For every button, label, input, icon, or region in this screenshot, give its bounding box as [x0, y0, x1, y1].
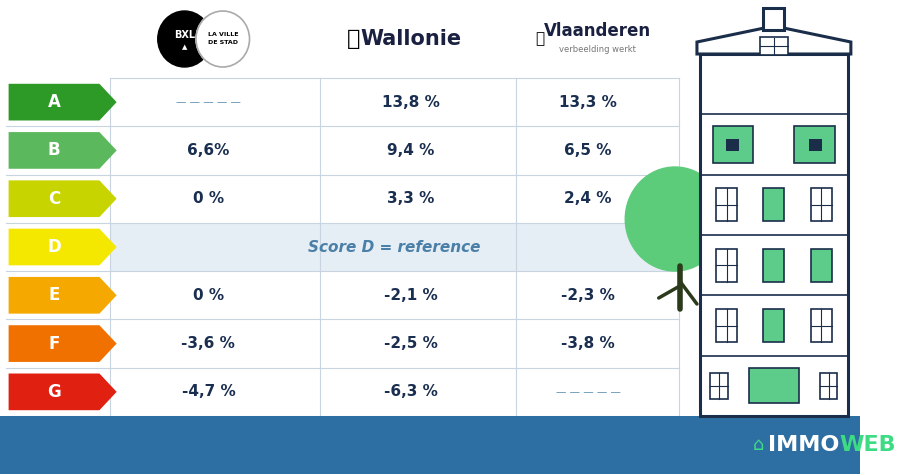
Bar [710, 373, 727, 399]
Text: LA VILLE: LA VILLE [208, 31, 238, 36]
Text: 0 %: 0 % [193, 288, 224, 303]
Text: Vlaanderen: Vlaanderen [544, 22, 651, 40]
Text: -6,3 %: -6,3 % [384, 384, 438, 400]
Text: ▲: ▲ [182, 44, 187, 50]
Bar [725, 138, 739, 151]
Text: D: D [47, 238, 61, 256]
Polygon shape [9, 84, 117, 120]
Text: ⌂: ⌂ [752, 436, 764, 454]
Polygon shape [9, 374, 117, 410]
Text: Wallonie: Wallonie [361, 29, 462, 49]
Bar [763, 8, 785, 30]
Bar [749, 368, 799, 403]
Text: 9,4 %: 9,4 % [387, 143, 435, 158]
Text: -3,6 %: -3,6 % [182, 336, 236, 351]
Polygon shape [9, 277, 117, 314]
Text: 3,3 %: 3,3 % [387, 191, 435, 206]
Bar [809, 138, 823, 151]
Text: -3,8 %: -3,8 % [561, 336, 615, 351]
Bar [763, 248, 785, 282]
Bar [760, 37, 788, 55]
Polygon shape [9, 325, 117, 362]
Bar [811, 248, 832, 282]
Text: 2,4 %: 2,4 % [564, 191, 612, 206]
Polygon shape [9, 132, 117, 169]
Text: G: G [47, 383, 61, 401]
Polygon shape [697, 26, 850, 54]
Text: 🦁: 🦁 [536, 31, 544, 46]
Bar [763, 188, 785, 221]
Bar [700, 54, 848, 416]
Bar [811, 309, 832, 342]
Bar [716, 248, 737, 282]
Text: C: C [48, 190, 60, 208]
Text: E: E [49, 286, 59, 304]
Circle shape [158, 11, 212, 67]
Bar [716, 309, 737, 342]
Bar [713, 126, 753, 163]
Text: BXL: BXL [174, 30, 195, 40]
Bar [763, 309, 785, 342]
Bar [811, 188, 832, 221]
Text: 6,5 %: 6,5 % [564, 143, 612, 158]
Circle shape [626, 167, 725, 271]
Text: — — — — —: — — — — — [176, 97, 241, 107]
Text: F: F [49, 335, 59, 353]
Polygon shape [9, 181, 117, 217]
Bar [0, 416, 860, 474]
Text: DE STAD: DE STAD [208, 39, 238, 45]
Text: 🐓: 🐓 [347, 29, 360, 49]
Text: — — — — —: — — — — — [555, 387, 620, 397]
Text: verbeelding werkt: verbeelding werkt [559, 45, 636, 54]
Text: IMMO: IMMO [768, 435, 840, 455]
Bar [820, 373, 838, 399]
Text: -2,3 %: -2,3 % [561, 288, 615, 303]
Bar [110, 223, 679, 271]
Text: 0 %: 0 % [193, 191, 224, 206]
Bar [716, 188, 737, 221]
Text: -2,1 %: -2,1 % [384, 288, 438, 303]
Text: 6,6%: 6,6% [187, 143, 230, 158]
Text: Score D = reference: Score D = reference [308, 239, 481, 255]
Text: B: B [48, 141, 60, 159]
Text: 13,3 %: 13,3 % [559, 95, 616, 109]
Text: -2,5 %: -2,5 % [384, 336, 438, 351]
Text: 13,8 %: 13,8 % [382, 95, 440, 109]
Circle shape [196, 11, 249, 67]
Text: -4,7 %: -4,7 % [182, 384, 235, 400]
Bar [795, 126, 834, 163]
Text: WEB: WEB [840, 435, 896, 455]
Polygon shape [9, 228, 117, 265]
Text: A: A [48, 93, 60, 111]
